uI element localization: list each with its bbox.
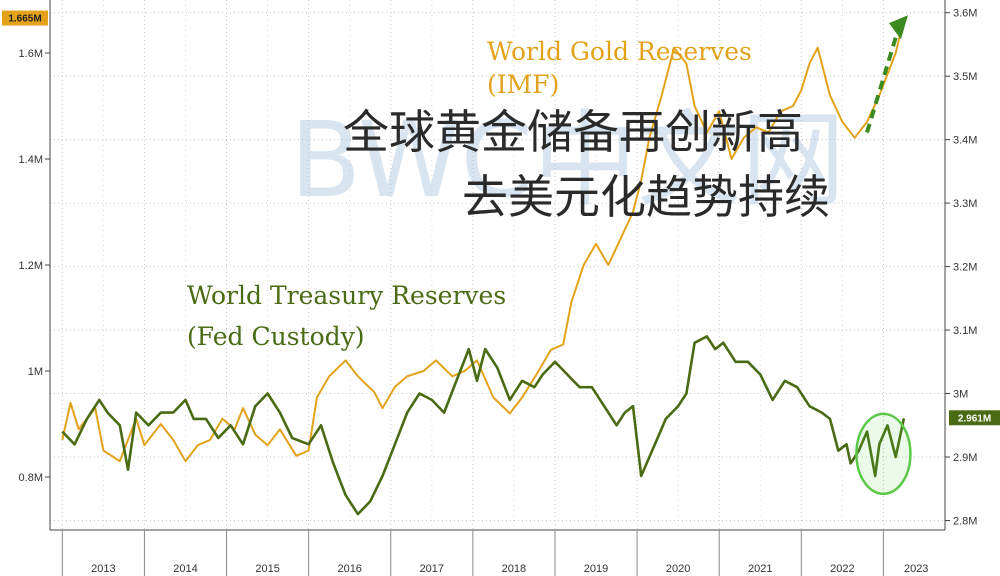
year-label: 2021 — [748, 563, 772, 575]
left-tick-label: 1.6M — [19, 48, 43, 60]
right-tick-label: 3M — [953, 389, 968, 401]
left-tick-label: 1M — [28, 366, 43, 378]
right-tick-label: 3.4M — [953, 135, 977, 147]
gold-last-value-badge — [2, 10, 48, 26]
trend-arrow-shaft — [865, 29, 900, 134]
right-tick-label: 3.6M — [953, 8, 977, 20]
chart-grid — [50, 0, 945, 530]
watermark: BWC中文网 — [290, 99, 845, 221]
right-tick-label: 2.9M — [953, 452, 977, 464]
gold-series-label-source: (IMF) — [487, 70, 559, 99]
highlight-circle — [855, 412, 912, 496]
year-label: 2017 — [420, 563, 444, 575]
year-label: 2014 — [173, 563, 197, 575]
year-label: 2015 — [255, 563, 279, 575]
left-tick-label: 1.4M — [19, 154, 43, 166]
year-label: 2019 — [584, 563, 608, 575]
treasury-series-label: World Treasury Reserves — [187, 281, 506, 310]
year-label: 2023 — [904, 563, 928, 575]
right-tick-label: 3.2M — [953, 262, 977, 274]
year-label: 2013 — [91, 563, 115, 575]
treasury-last-value-label: 2.961M — [958, 413, 991, 424]
chart-axes: 0.8M 1M 1.2M 1.4M 1.6M 2.8M 2.9M 3M 3.1M 3.2M 3.3M… — [19, 0, 977, 576]
gold-series-label: World Gold Reserves — [487, 37, 752, 66]
chart-annotations: 1.665M 2.961M — [2, 10, 1000, 496]
right-tick-label: 3.3M — [953, 198, 977, 210]
series-lines — [61, 18, 906, 516]
treasury-last-value-badge — [949, 410, 1000, 426]
gold-last-value-label: 1.665M — [8, 14, 41, 25]
headline-line-2: 去美元化趋势持续 — [462, 170, 830, 224]
year-label: 2016 — [337, 563, 361, 575]
left-tick-label: 1.2M — [19, 260, 43, 272]
gold-reserves-line — [61, 18, 905, 463]
right-tick-label: 2.8M — [953, 515, 977, 527]
treasury-series-label-source: (Fed Custody) — [187, 322, 365, 351]
year-label: 2020 — [666, 563, 690, 575]
trend-arrow-head — [888, 15, 908, 40]
year-label: 2018 — [502, 563, 526, 575]
right-tick-label: 3.1M — [953, 325, 977, 337]
headline-line-1: 全球黄金储备再创新高 — [343, 105, 803, 159]
left-tick-label: 0.8M — [19, 472, 43, 484]
right-tick-label: 3.5M — [953, 71, 977, 83]
year-label: 2022 — [830, 563, 854, 575]
treasury-reserves-line — [61, 335, 906, 516]
